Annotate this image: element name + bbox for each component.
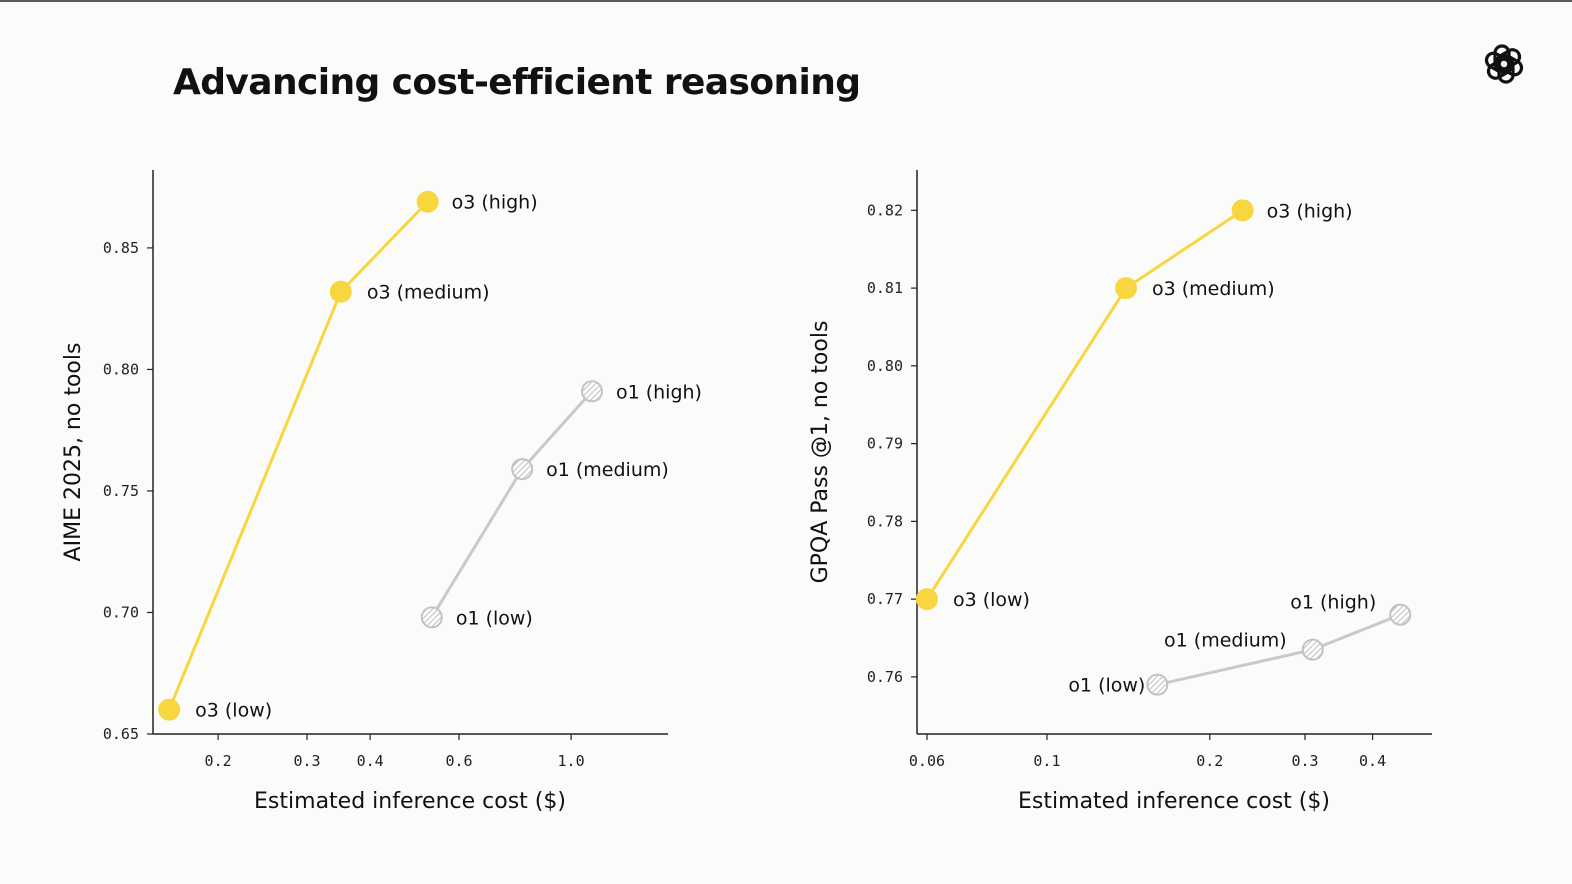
y-tick-label: 0.65 xyxy=(103,725,139,743)
x-tick-label: 0.4 xyxy=(357,752,384,770)
chart-gpqa: 0.76 0.77 0.78 0.79 0.80 0.81 0.82 0.06 0.1 0.2 0… xyxy=(808,170,1432,814)
y-tick-label: 0.77 xyxy=(867,590,903,608)
page-title: Advancing cost-efficient reasoning xyxy=(173,62,861,103)
data-point-label: o3 (medium) xyxy=(367,282,490,304)
x-tick-label: 0.6 xyxy=(445,752,472,770)
y-tick-label: 0.70 xyxy=(103,603,139,621)
x-tick-label: 0.4 xyxy=(1359,752,1386,770)
y-tick-label: 0.80 xyxy=(867,357,903,375)
series-line-o1 xyxy=(430,390,594,619)
data-point-o1 xyxy=(1146,673,1169,696)
x-tick-label: 0.3 xyxy=(293,752,320,770)
data-point-o1 xyxy=(1301,638,1324,661)
y-tick-label: 0.82 xyxy=(867,201,903,219)
data-point-o1 xyxy=(420,606,443,629)
data-point-o3 xyxy=(416,190,439,213)
y-axis-label: GPQA Pass @1, no tools xyxy=(808,321,833,584)
data-point-label: o1 (medium) xyxy=(546,459,669,481)
data-point-label: o3 (high) xyxy=(452,192,538,214)
y-tick-label: 0.75 xyxy=(103,482,139,500)
data-point-label: o1 (medium) xyxy=(1164,630,1287,652)
x-tick-label: 0.2 xyxy=(1196,752,1223,770)
x-tick-label: 0.1 xyxy=(1033,752,1060,770)
y-tick-label: 0.76 xyxy=(867,668,903,686)
data-point-label: o1 (low) xyxy=(1068,675,1145,697)
data-point-o3 xyxy=(1231,199,1254,222)
data-point-label: o1 (low) xyxy=(456,607,533,629)
x-tick-label: 0.2 xyxy=(205,752,232,770)
y-axis-label: AIME 2025, no tools xyxy=(61,343,86,562)
y-tick-label: 0.78 xyxy=(867,512,903,530)
top-border xyxy=(0,0,1572,2)
y-tick-label: 0.79 xyxy=(867,435,903,453)
x-axis-label: Estimated inference cost ($) xyxy=(254,789,566,814)
data-point-label: o3 (low) xyxy=(195,700,272,722)
data-point-label: o1 (high) xyxy=(1290,592,1376,614)
x-tick-label: 0.06 xyxy=(909,752,945,770)
chart-aime: 0.65 0.70 0.75 0.80 0.85 0.2 0.3 0.4 0.6 1.0 o3 … xyxy=(61,170,702,814)
data-point-o3 xyxy=(158,698,181,721)
data-point-label: o3 (high) xyxy=(1267,200,1353,222)
data-point-label: o1 (high) xyxy=(616,381,702,403)
y-tick-label: 0.85 xyxy=(103,239,139,257)
openai-logo-icon xyxy=(1484,44,1524,84)
data-point-o1 xyxy=(580,380,603,403)
x-tick-label: 1.0 xyxy=(558,752,585,770)
data-point-o3 xyxy=(915,588,938,611)
data-point-o1 xyxy=(511,458,534,481)
y-tick-label: 0.81 xyxy=(867,279,903,297)
series-line-o3 xyxy=(925,209,1244,600)
data-point-label: o3 (low) xyxy=(953,589,1030,611)
y-tick-label: 0.80 xyxy=(103,360,139,378)
data-point-o3 xyxy=(1114,277,1137,300)
x-axis-label: Estimated inference cost ($) xyxy=(1018,789,1330,814)
x-tick-label: 0.3 xyxy=(1291,752,1318,770)
data-point-o1 xyxy=(1389,603,1412,626)
data-point-o3 xyxy=(329,280,352,303)
data-point-label: o3 (medium) xyxy=(1152,278,1275,300)
series-line-o3 xyxy=(167,200,429,711)
